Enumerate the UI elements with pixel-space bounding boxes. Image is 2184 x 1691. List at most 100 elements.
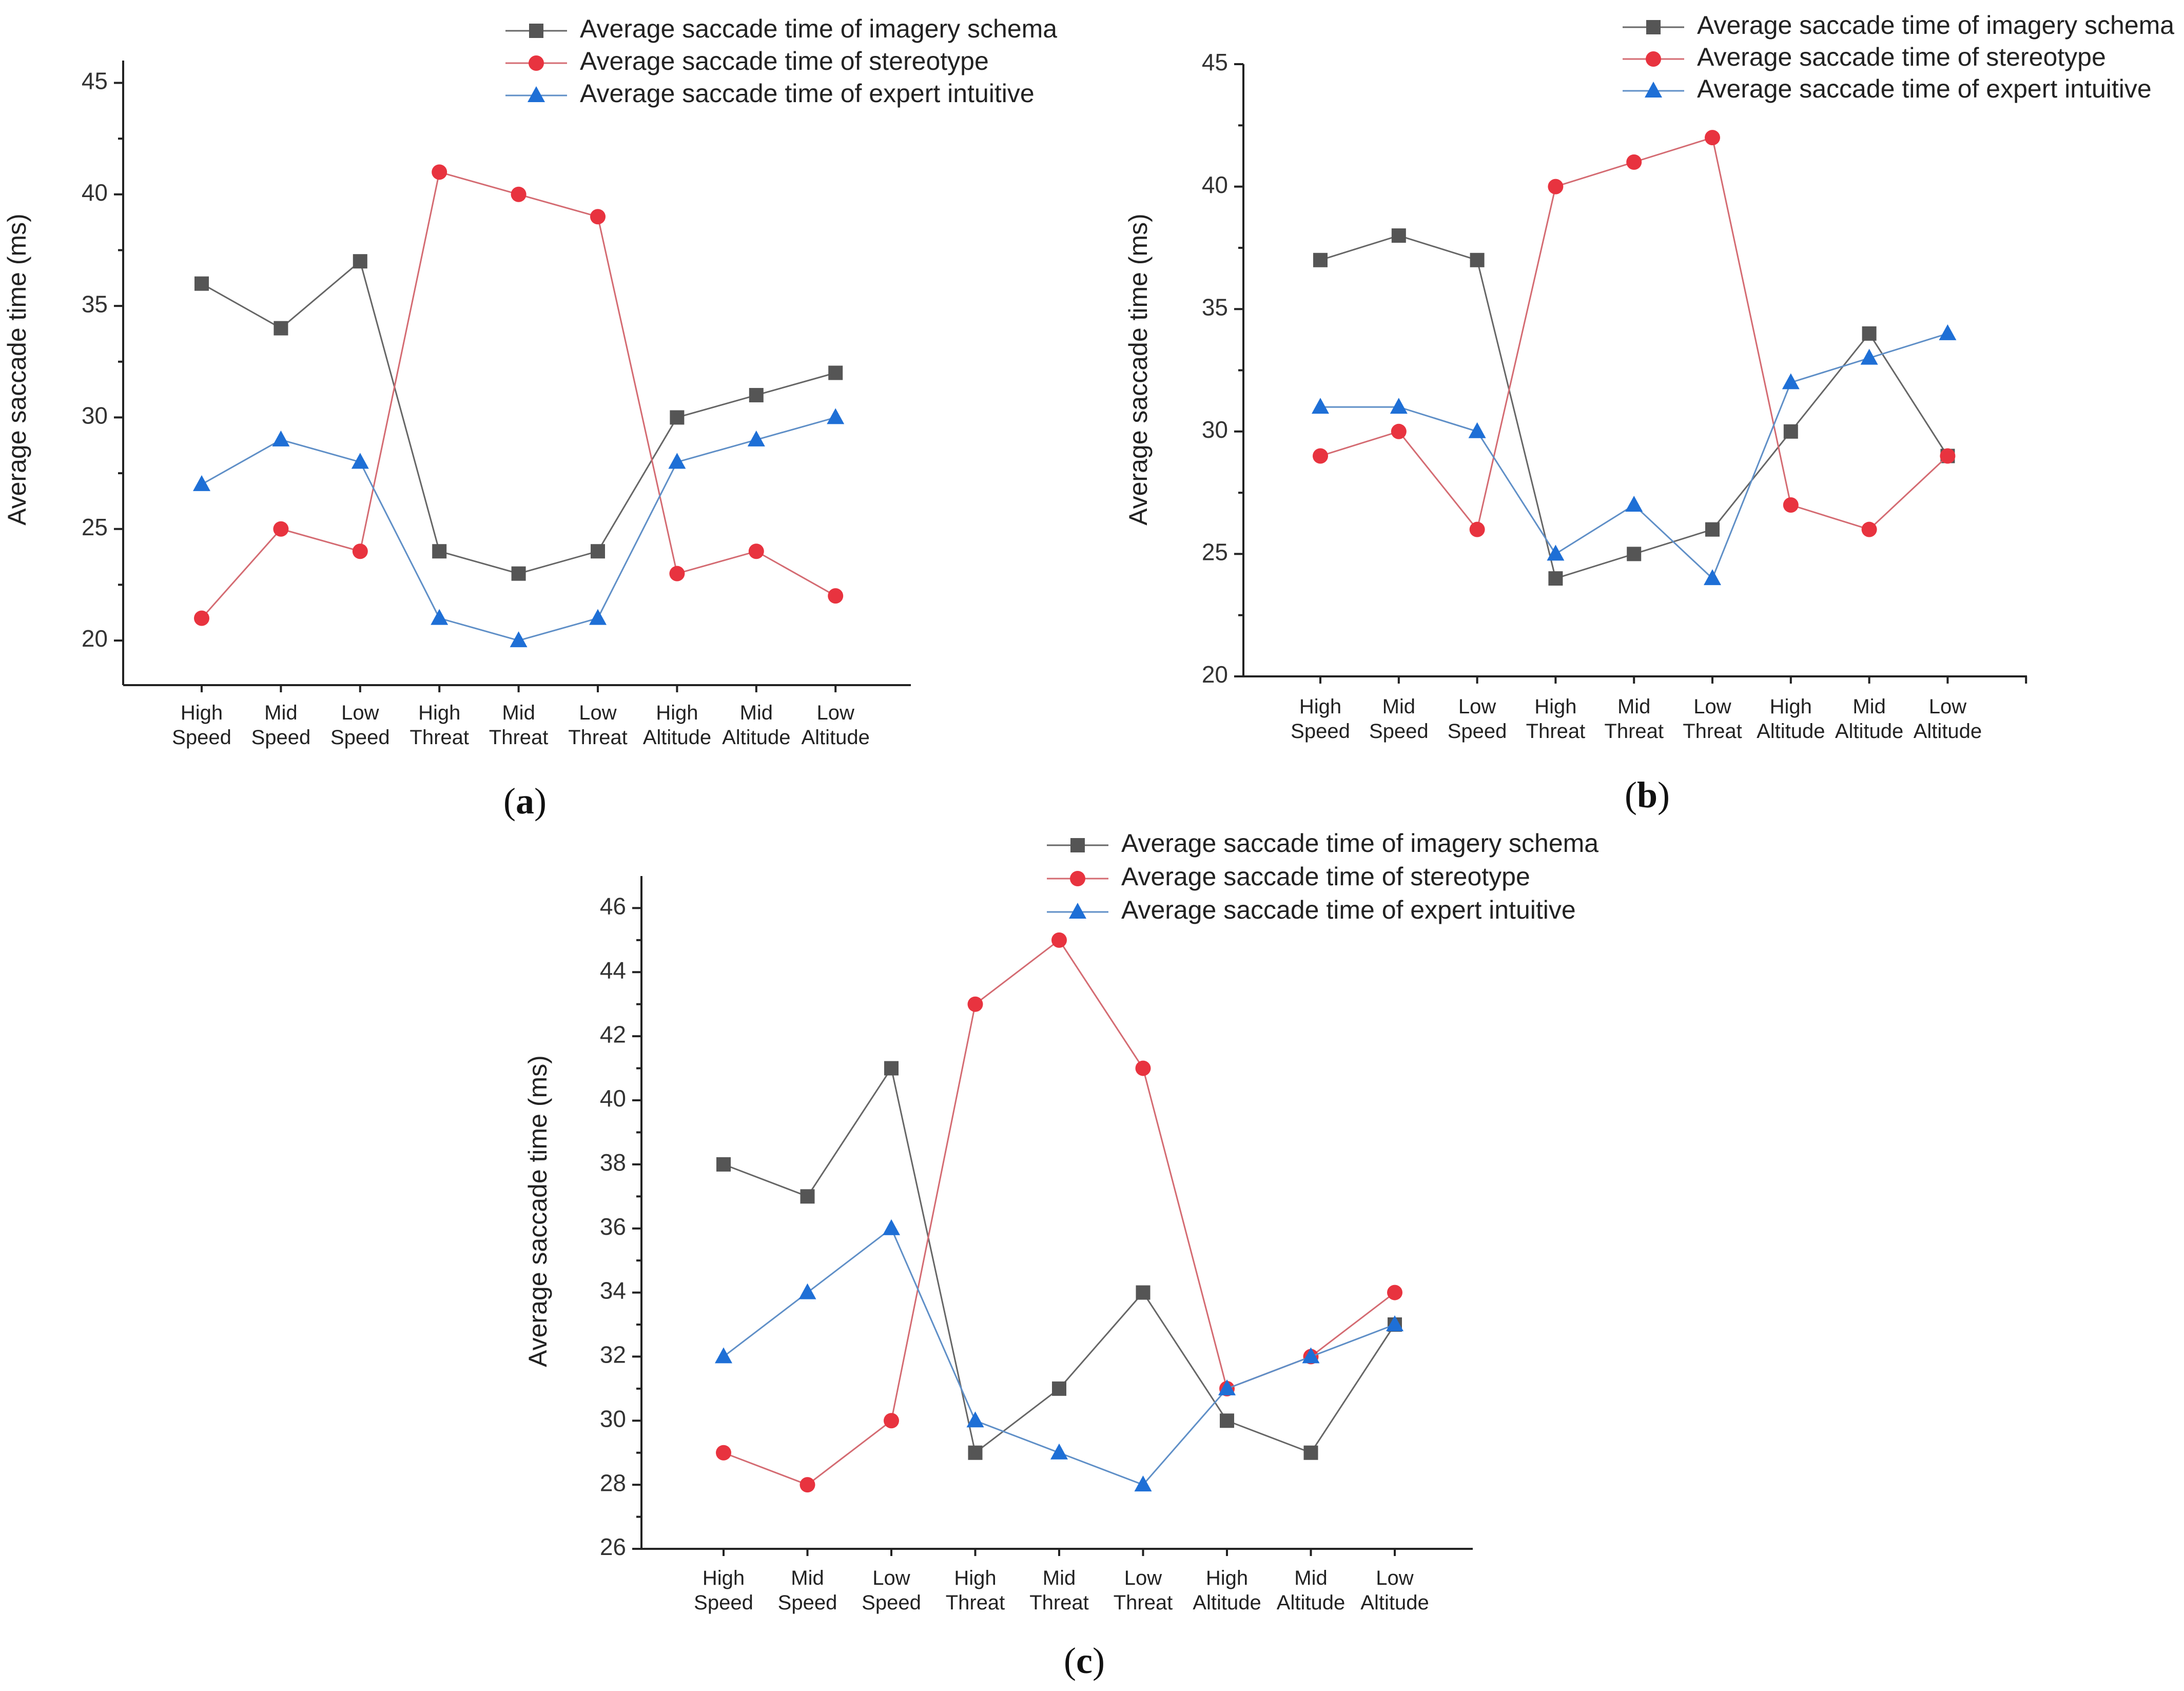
panel-label-close-paren-a: ) [534,781,547,822]
point-stereotype-b-4 [1626,154,1642,170]
legend-marker-imagery-c [1070,838,1085,852]
y-tick-label-c-2: 30 [600,1405,626,1432]
panel-label-open-paren-c: ( [1064,1640,1076,1681]
x-tick-label-a-2: Low Speed [330,702,390,749]
legend-marker-imagery-a [529,24,543,38]
point-expert-a-8 [827,408,845,424]
panel-label-letter-a: a [516,781,534,822]
x-tick-label-line-c-5-1: Threat [1114,1591,1173,1614]
x-tick-label-line-b-5-0: Low [1693,695,1731,718]
x-tick-label-line-c-1-0: Mid [791,1567,824,1589]
point-expert-b-1 [1390,398,1408,414]
x-tick-label-line-c-0-0: High [703,1567,745,1589]
x-tick-label-line-b-0-1: Speed [1291,720,1350,743]
x-tick-label-line-b-6-0: High [1770,695,1812,718]
x-tick-label-b-7: Mid Altitude [1835,695,1903,743]
point-expert-a-6 [668,453,686,469]
x-tick-label-line-a-4-1: Threat [489,726,549,749]
point-stereotype-b-1 [1391,423,1407,439]
legend-marker-imagery-b [1646,20,1661,34]
point-imagery-b-1 [1391,228,1406,243]
x-tick-label-line-c-4-0: Mid [1043,1567,1076,1589]
point-imagery-a-4 [511,566,526,581]
series-line-stereotype-b [1320,137,1948,532]
legend-marker-stereotype-b [1646,51,1661,67]
y-axis-label-a: Average saccade time (ms) [3,213,31,526]
point-expert-b-3 [1547,545,1565,561]
point-expert-c-2 [883,1219,900,1235]
point-imagery-a-0 [194,276,209,291]
point-imagery-b-4 [1627,547,1642,561]
legend-label-imagery-a: Average saccade time of imagery schema [580,14,1057,43]
x-tick-label-c-5: Low Threat [1114,1567,1173,1614]
point-imagery-a-3 [432,544,447,559]
x-tick-label-line-a-6-1: Altitude [643,726,711,749]
x-tick-label-b-4: Mid Threat [1604,695,1664,743]
x-tick-label-c-8: Low Altitude [1360,1567,1429,1614]
panel-label-c: (c) [1064,1640,1105,1681]
x-tick-label-line-b-8-0: Low [1929,695,1966,718]
x-tick-label-line-a-8-0: Low [817,702,854,724]
point-stereotype-b-8 [1940,448,1956,464]
y-tick-label-c-0: 26 [600,1533,626,1560]
series-line-stereotype-a [201,171,836,619]
y-tick-label-b-1: 25 [1202,539,1228,566]
legend-marker-stereotype-a [529,55,544,71]
y-tick-label-c-1: 28 [600,1469,626,1496]
point-stereotype-a-2 [352,543,368,559]
x-tick-label-b-0: High Speed [1291,695,1350,743]
panel-label-a: (a) [503,781,547,822]
y-tick-label-a-1: 25 [82,514,108,540]
x-tick-label-line-c-2-1: Speed [862,1591,921,1614]
y-tick-label-b-0: 20 [1202,661,1228,688]
point-imagery-c-6 [1220,1413,1234,1428]
x-tick-label-line-c-2-0: Low [872,1567,910,1589]
point-expert-b-8 [1939,324,1957,340]
point-imagery-a-1 [274,321,288,336]
point-imagery-b-7 [1862,326,1877,341]
point-stereotype-c-4 [1051,932,1067,948]
y-tick-label-c-4: 34 [600,1277,626,1304]
point-stereotype-b-3 [1548,179,1564,195]
point-imagery-b-5 [1705,522,1720,537]
point-expert-c-1 [798,1283,816,1299]
point-imagery-c-4 [1052,1381,1066,1396]
x-tick-label-line-c-8-1: Altitude [1360,1591,1429,1614]
x-tick-label-b-8: Low Altitude [1914,695,1982,743]
point-stereotype-c-2 [884,1413,899,1429]
panel-label-close-paren-b: ) [1658,774,1670,815]
panel-label-open-paren-a: ( [503,781,516,822]
point-imagery-c-5 [1136,1285,1150,1300]
x-tick-label-a-7: Mid Altitude [722,702,790,749]
x-tick-label-c-0: High Speed [694,1567,753,1614]
x-tick-label-line-b-1-0: Mid [1382,695,1415,718]
point-expert-a-2 [351,453,369,469]
point-expert-b-5 [1704,569,1721,586]
point-stereotype-b-0 [1313,448,1328,464]
point-stereotype-b-2 [1469,521,1485,537]
point-imagery-b-0 [1313,252,1328,267]
x-tick-label-line-c-0-1: Speed [694,1591,753,1614]
x-tick-label-b-2: Low Speed [1448,695,1507,743]
x-tick-label-line-c-7-0: Mid [1294,1567,1327,1589]
y-tick-label-c-5: 36 [600,1213,626,1240]
point-expert-c-5 [1134,1475,1152,1492]
point-stereotype-a-5 [590,209,606,225]
legend-label-stereotype-b: Average saccade time of stereotype [1697,43,2106,71]
point-imagery-a-2 [353,254,367,269]
x-tick-label-line-a-2-0: Low [341,702,379,724]
x-tick-label-line-a-6-0: High [656,702,698,724]
point-imagery-c-2 [884,1061,899,1076]
point-expert-b-4 [1625,495,1643,512]
x-tick-label-line-a-4-0: Mid [502,702,535,724]
y-tick-label-c-6: 38 [600,1149,626,1176]
legend-marker-expert-c [1069,903,1086,919]
y-tick-label-a-0: 20 [82,625,108,652]
x-tick-label-b-5: Low Threat [1683,695,1742,743]
point-expert-c-3 [966,1411,984,1428]
y-axis-label-c: Average saccade time (ms) [523,1055,552,1367]
point-stereotype-a-1 [273,521,289,537]
point-expert-b-2 [1468,422,1486,438]
